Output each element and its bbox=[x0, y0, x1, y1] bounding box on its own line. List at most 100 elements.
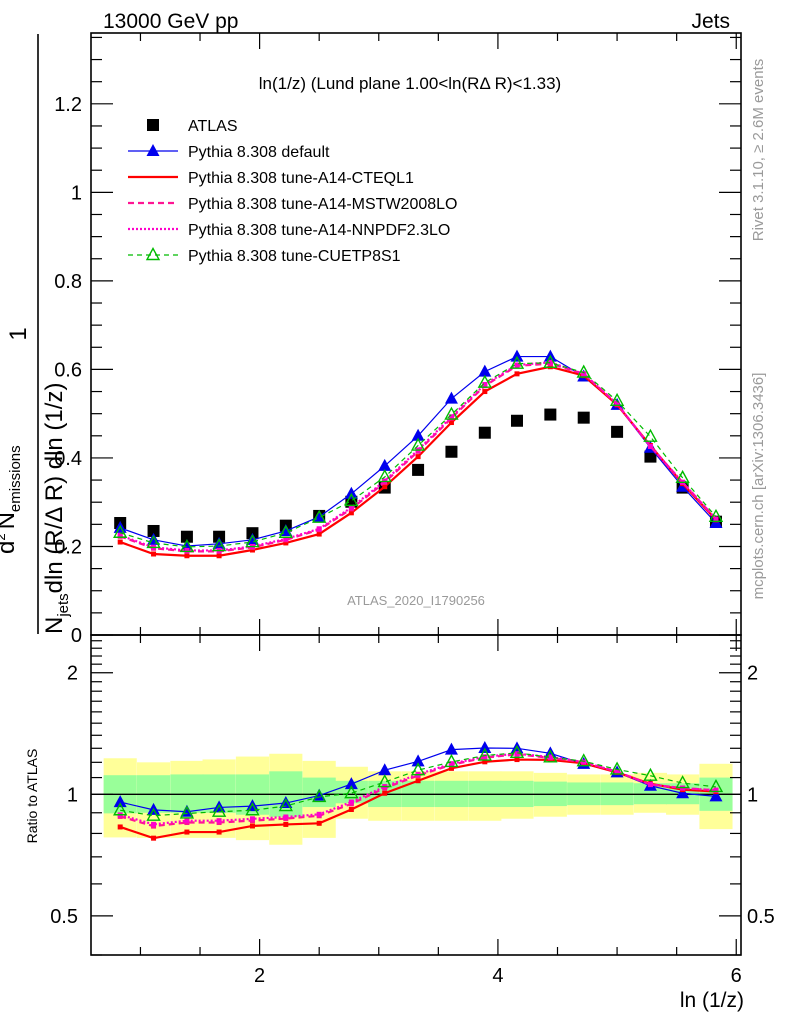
data-point bbox=[482, 381, 488, 387]
ratio-y-tick-label-right: 1 bbox=[747, 784, 758, 806]
header-left: 13000 GeV pp bbox=[103, 10, 238, 33]
ratio-point bbox=[283, 814, 289, 820]
ratio-point bbox=[411, 754, 425, 767]
data-point bbox=[377, 469, 392, 483]
ratio-y-tick-label-right: 2 bbox=[747, 663, 758, 685]
ratio-point bbox=[448, 765, 454, 771]
ratio-point bbox=[377, 774, 392, 788]
main-series bbox=[113, 349, 724, 559]
data-point bbox=[348, 505, 354, 511]
ratio-point bbox=[216, 829, 222, 835]
data-point bbox=[444, 391, 458, 404]
data-point bbox=[316, 526, 322, 532]
ylabel-d2N: d2 Nemissions bbox=[0, 445, 24, 554]
series-line bbox=[120, 362, 717, 548]
data-point bbox=[113, 524, 128, 538]
ratio-point bbox=[709, 789, 723, 802]
ylabel-den-sub: jets bbox=[55, 593, 72, 617]
ratio-point bbox=[378, 763, 392, 776]
ratio-y-axis-label: Ratio to ATLAS bbox=[24, 749, 40, 844]
ylabel-denominator: Njetsdln (R/Δ R) dln (1/z) bbox=[41, 383, 72, 634]
data-point bbox=[179, 538, 195, 553]
ylabel-N: N bbox=[0, 512, 20, 529]
rivet-version-label: Rivet 3.1.10, ≥ 2.6M events bbox=[750, 59, 767, 242]
ratio-point bbox=[614, 769, 620, 775]
y-tick-label: 1 bbox=[71, 182, 82, 204]
ratio-point bbox=[713, 787, 719, 793]
header-right: Jets bbox=[691, 10, 730, 33]
ratio-point bbox=[249, 816, 255, 822]
data-point bbox=[510, 349, 524, 362]
ratio-point bbox=[184, 818, 190, 824]
ratio-point bbox=[444, 753, 459, 768]
data-point bbox=[184, 547, 190, 553]
ylabel-den-text: dln (R/Δ R) dln (1/z) bbox=[41, 383, 68, 594]
legend-entry: Pythia 8.308 tune-A14-MSTW2008LO bbox=[128, 196, 457, 213]
data-point bbox=[478, 364, 492, 377]
data-point bbox=[412, 463, 425, 476]
ratio-point bbox=[211, 803, 227, 817]
legend-marker bbox=[146, 144, 160, 156]
data-point bbox=[708, 508, 724, 523]
y-tick-label: 0.2 bbox=[54, 536, 82, 558]
ratio-point bbox=[647, 782, 653, 788]
y-tick-label: 0.4 bbox=[54, 448, 82, 470]
ratio-point bbox=[316, 820, 322, 826]
legend-marker bbox=[147, 119, 159, 131]
data-point bbox=[278, 524, 294, 538]
ratio-point bbox=[547, 754, 553, 760]
data-point bbox=[180, 530, 193, 543]
data-point bbox=[151, 551, 157, 557]
y-tick-label: 0.6 bbox=[54, 359, 82, 381]
ratio-point bbox=[509, 744, 525, 759]
ylabel-frac-numerator: 1 bbox=[5, 327, 32, 340]
data-point bbox=[180, 539, 194, 552]
data-point bbox=[410, 437, 426, 451]
ratio-point bbox=[249, 823, 255, 829]
data-point bbox=[576, 364, 591, 378]
ratio-point bbox=[514, 751, 520, 757]
series-atlas bbox=[114, 408, 722, 543]
data-point bbox=[283, 540, 289, 546]
legend: ATLAS Pythia 8.308 default Pythia 8.308 tu… bbox=[128, 118, 457, 265]
data-point bbox=[514, 362, 520, 368]
plot-title: ln(1/z) (Lund plane 1.00<ln(RΔ R)<1.33) bbox=[259, 74, 561, 93]
y-tick-label: 0 bbox=[71, 625, 82, 647]
ratio-point bbox=[448, 761, 454, 767]
data-point bbox=[544, 408, 557, 421]
data-point bbox=[448, 414, 454, 420]
ratio-point bbox=[444, 742, 458, 755]
ratio-point bbox=[482, 754, 488, 760]
data-point bbox=[509, 355, 525, 369]
ratio-plot-frame bbox=[90, 634, 742, 956]
x-tick-label: 2 bbox=[254, 965, 265, 987]
ylabel-sub-emissions: emissions bbox=[7, 445, 24, 512]
data-point bbox=[478, 426, 491, 439]
data-point bbox=[514, 371, 520, 377]
legend-label: Pythia 8.308 tune-CUETP8S1 bbox=[188, 248, 401, 265]
legend-entry: Pythia 8.308 tune-A14-CTEQL1 bbox=[128, 170, 414, 187]
data-point bbox=[184, 553, 190, 559]
ratio-point bbox=[581, 759, 587, 765]
main-y-axis-label: 1 d2 Nemissions Njetsdln (R/Δ R) dln (1/z… bbox=[0, 34, 72, 634]
series-line bbox=[119, 365, 717, 557]
legend-entry: Pythia 8.308 tune-CUETP8S1 bbox=[128, 247, 401, 265]
data-point bbox=[382, 484, 388, 490]
x-axis-label: ln (1/z) bbox=[680, 989, 744, 1012]
ratio-point bbox=[184, 829, 190, 835]
ratio-point bbox=[316, 811, 322, 817]
ratio-point bbox=[643, 767, 658, 781]
ratio-point bbox=[514, 757, 520, 763]
data-point bbox=[647, 443, 653, 449]
ratio-point bbox=[675, 775, 690, 789]
ratio-point bbox=[113, 795, 127, 808]
ratio-point bbox=[543, 749, 558, 763]
analysis-watermark: ATLAS_2020_I1790256 bbox=[347, 593, 485, 608]
legend-label: Pythia 8.308 tune-A14-NNPDF2.3LO bbox=[188, 222, 450, 239]
x-tick-label: 6 bbox=[731, 965, 742, 987]
legend-label: Pythia 8.308 tune-A14-CTEQL1 bbox=[188, 170, 414, 187]
legend-label: ATLAS bbox=[188, 118, 238, 135]
ratio-point bbox=[151, 821, 157, 827]
ratio-point bbox=[283, 821, 289, 827]
ratio-point bbox=[348, 807, 354, 813]
